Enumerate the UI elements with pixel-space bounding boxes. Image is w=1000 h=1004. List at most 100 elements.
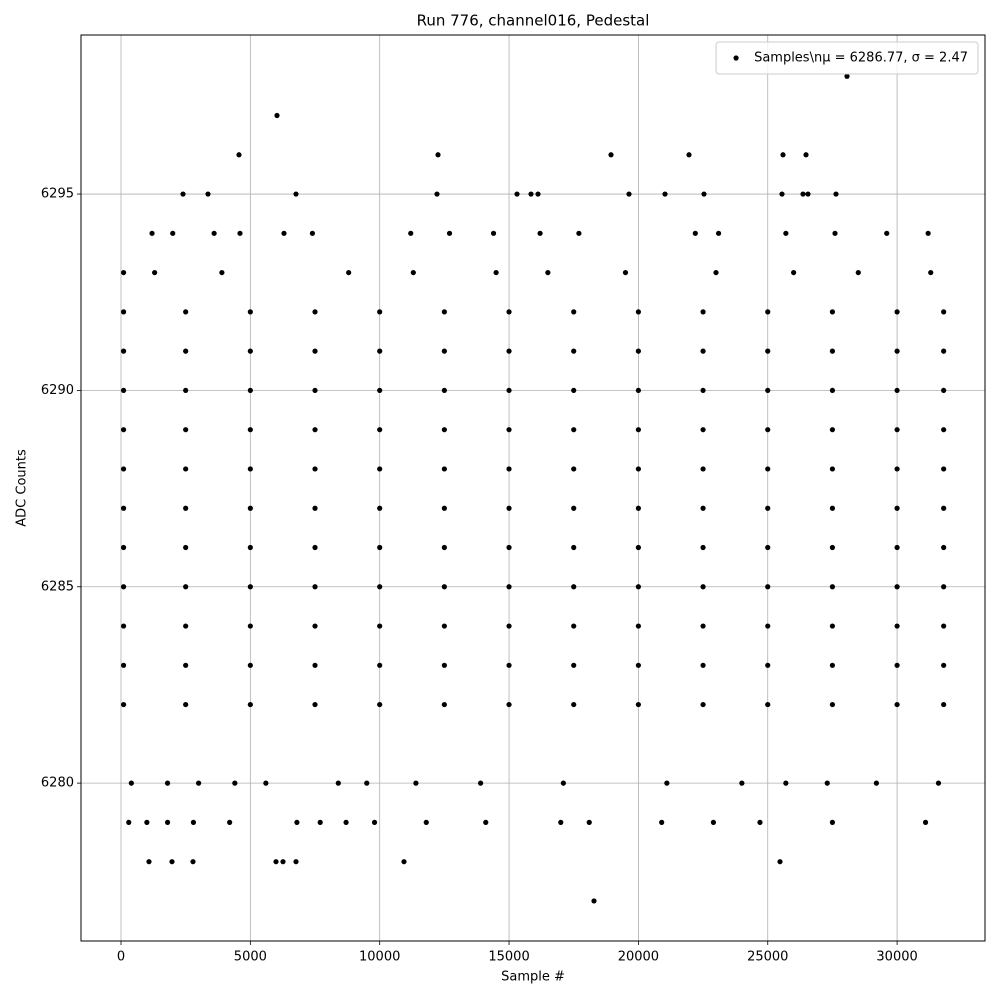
point <box>700 505 706 511</box>
point <box>571 387 577 394</box>
point <box>829 387 836 394</box>
point <box>335 780 341 786</box>
point <box>941 505 947 511</box>
point <box>247 623 253 629</box>
point <box>312 466 318 472</box>
point <box>263 780 269 786</box>
point <box>377 544 383 551</box>
point <box>941 427 947 433</box>
point <box>506 544 512 551</box>
point <box>120 584 127 590</box>
point <box>120 701 127 708</box>
point <box>626 191 632 197</box>
point <box>309 230 316 236</box>
point <box>765 427 771 433</box>
point <box>408 230 414 236</box>
point <box>441 348 447 354</box>
legend-marker <box>733 55 739 61</box>
point <box>700 701 706 708</box>
point <box>312 623 318 629</box>
point <box>183 309 189 315</box>
point <box>312 387 318 394</box>
point <box>377 466 383 472</box>
point <box>506 387 512 394</box>
point <box>477 780 484 786</box>
point <box>686 152 692 158</box>
point <box>780 152 786 158</box>
point <box>120 662 127 668</box>
point <box>873 780 879 786</box>
point <box>884 230 890 236</box>
point <box>700 466 706 472</box>
point <box>803 152 809 158</box>
point <box>571 584 577 590</box>
point <box>576 230 582 236</box>
point <box>700 427 706 433</box>
point <box>765 466 771 472</box>
point <box>170 230 176 236</box>
point <box>247 466 253 472</box>
point <box>490 230 497 236</box>
point <box>149 230 155 236</box>
point <box>506 505 512 511</box>
point <box>247 544 253 551</box>
point <box>635 348 641 354</box>
point <box>894 466 900 472</box>
point <box>293 859 299 865</box>
point <box>441 387 447 394</box>
point <box>791 269 797 276</box>
point <box>441 544 447 551</box>
plot-frame <box>80 34 986 942</box>
y-tick-label: 6285 <box>41 579 74 594</box>
point <box>441 662 447 668</box>
point <box>922 819 929 825</box>
point <box>925 230 931 236</box>
point <box>441 584 447 590</box>
point <box>765 623 771 629</box>
point <box>506 662 512 668</box>
point <box>247 309 253 315</box>
y-tick-label: 6295 <box>41 187 74 202</box>
point <box>377 348 383 354</box>
point <box>312 584 318 590</box>
point <box>571 544 577 551</box>
point <box>219 269 225 276</box>
point <box>281 230 287 236</box>
point <box>183 427 189 433</box>
point <box>146 859 152 865</box>
point <box>894 505 900 511</box>
point <box>571 466 577 472</box>
point <box>833 191 839 197</box>
point <box>506 466 512 472</box>
point <box>312 309 318 315</box>
point <box>558 819 564 825</box>
point <box>829 427 836 433</box>
point <box>435 152 441 158</box>
point <box>377 505 383 511</box>
point <box>894 544 900 551</box>
point <box>446 230 453 236</box>
point <box>227 819 233 825</box>
point <box>855 269 861 276</box>
point <box>941 309 947 315</box>
point <box>377 427 383 433</box>
point <box>571 309 577 315</box>
point <box>700 544 706 551</box>
point <box>765 348 771 354</box>
point <box>506 427 512 433</box>
point <box>779 191 785 197</box>
point <box>765 309 771 315</box>
point <box>312 544 318 551</box>
point <box>312 427 318 433</box>
point <box>232 780 238 786</box>
y-axis-label: ADC Counts <box>15 449 30 527</box>
point <box>293 191 299 197</box>
point <box>894 309 900 315</box>
point <box>506 309 512 315</box>
point <box>183 544 189 551</box>
point <box>247 387 253 394</box>
point <box>765 701 771 708</box>
point <box>377 584 383 590</box>
point <box>635 544 641 551</box>
